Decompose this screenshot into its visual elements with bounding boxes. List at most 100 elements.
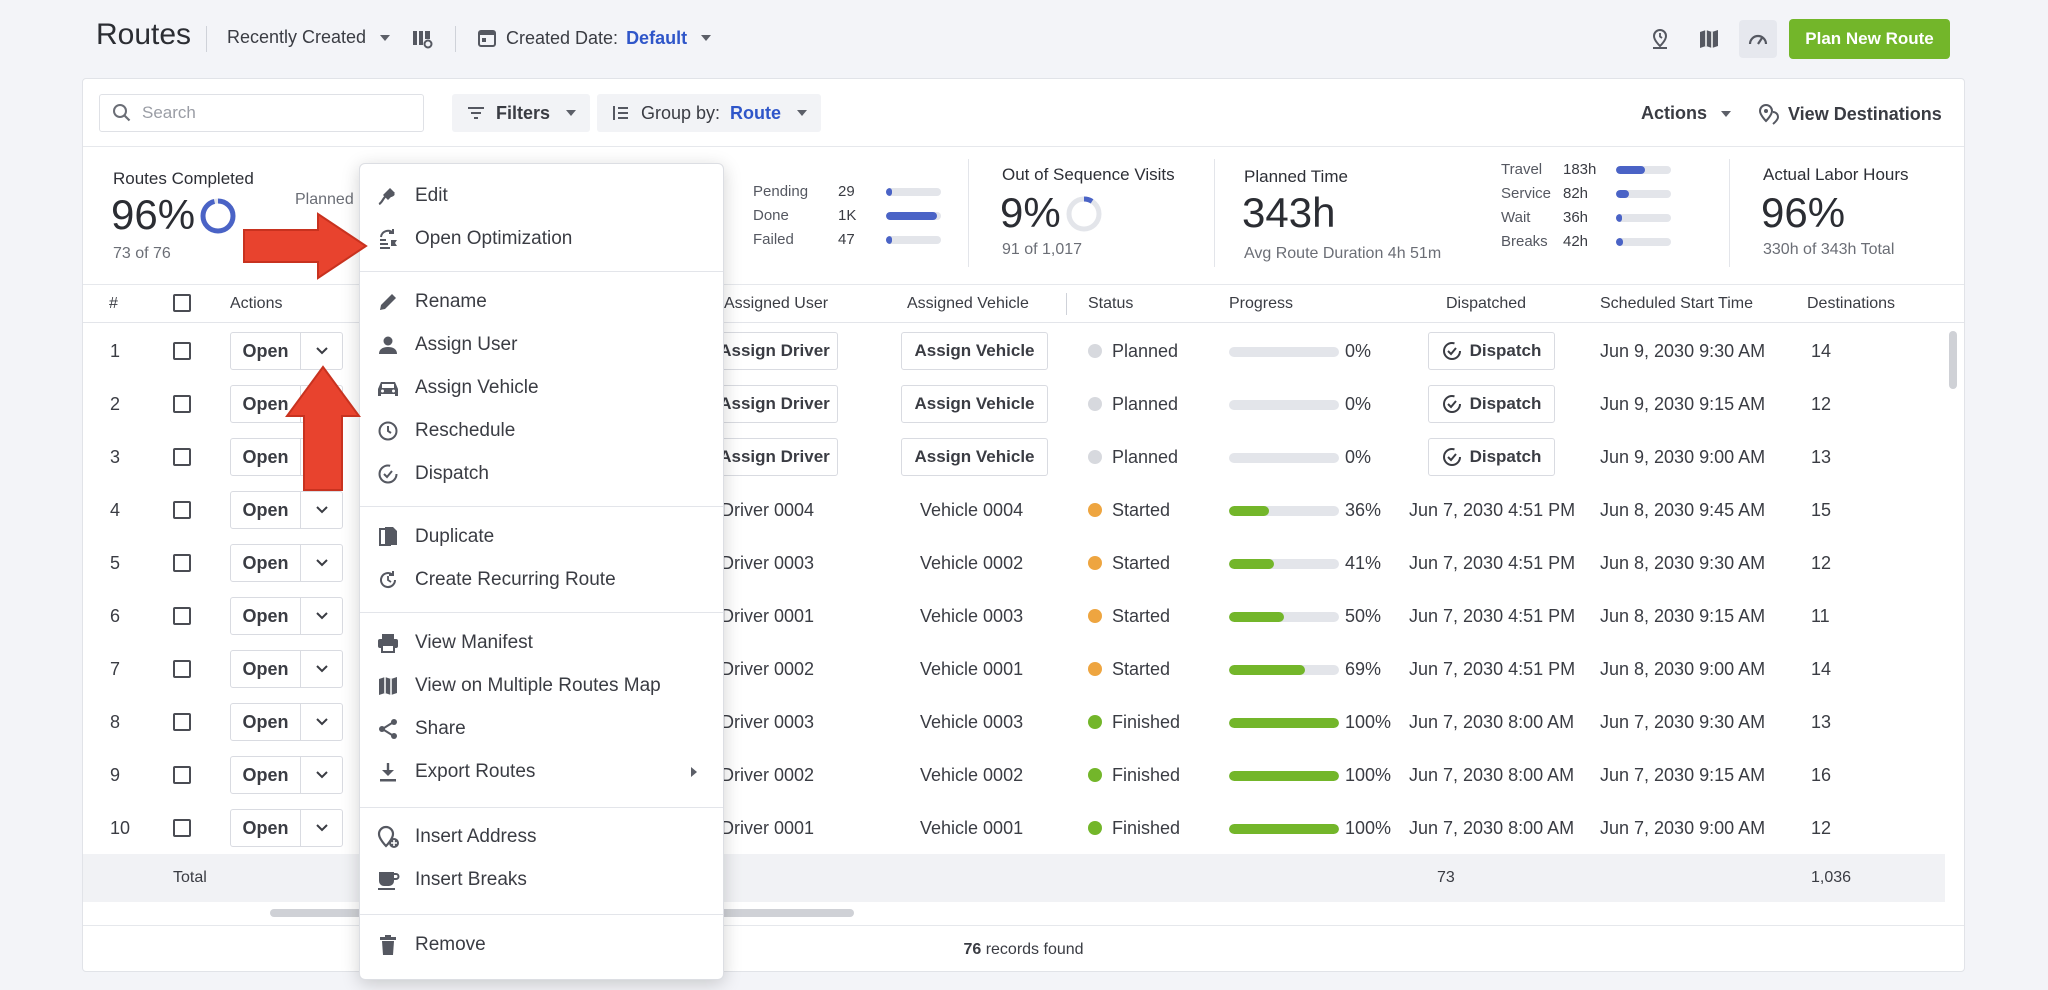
row-actions-dropdown[interactable] [301,651,342,687]
menu-item-assign-user[interactable]: Assign User [360,325,723,365]
col-assigned-vehicle[interactable]: Assigned Vehicle [907,295,1029,312]
speedometer-icon [1748,34,1768,45]
menu-item-share[interactable]: Share [360,709,723,749]
search-input[interactable] [142,103,412,123]
row-checkbox[interactable] [173,448,191,466]
table-row[interactable]: 5 Open Driver 0003 Vehicle 0002 Started … [83,536,1945,590]
progress-bar [1229,506,1339,516]
row-actions-dropdown[interactable] [301,492,342,528]
open-route-button[interactable]: Open [231,704,301,740]
row-actions-dropdown[interactable] [301,598,342,634]
col-progress[interactable]: Progress [1229,295,1294,312]
menu-item-create-recurring-route[interactable]: Create Recurring Route [360,560,723,600]
col-actions[interactable]: Actions [230,295,283,312]
map-icon [375,673,401,699]
assign-vehicle-button[interactable]: Assign Vehicle [901,332,1048,370]
col-dispatched[interactable]: Dispatched [1446,295,1527,312]
row-checkbox[interactable] [173,342,191,360]
select-all-checkbox[interactable] [173,294,191,312]
open-route-button[interactable]: Open [231,492,301,528]
menu-item-dispatch[interactable]: Dispatch [360,454,723,494]
menu-item-view-on-multiple-routes-map[interactable]: View on Multiple Routes Map [360,666,723,706]
column-settings-button[interactable] [403,20,441,58]
assign-vehicle-button[interactable]: Assign Vehicle [901,438,1048,476]
row-actions-dropdown[interactable] [301,545,342,581]
open-route-button[interactable]: Open [231,598,301,634]
menu-item-duplicate[interactable]: Duplicate [360,517,723,557]
dispatched-time: Jun 7, 2030 4:51 PM [1409,659,1576,679]
assign-driver-button[interactable]: Assign Driver [711,438,838,476]
row-actions-dropdown[interactable] [301,704,342,740]
table-row[interactable]: 3 Open Assign Driver Assign Vehicle Plan… [83,430,1945,484]
table-row[interactable]: 9 Open Driver 0002 Vehicle 0002 Finished… [83,748,1945,802]
vertical-scrollbar[interactable] [1949,331,1957,389]
status-stat-label: Pending [753,183,809,200]
col-assigned-user[interactable]: Assigned User [724,295,829,312]
dispatch-button[interactable]: Dispatch [1428,332,1555,370]
assign-driver-button[interactable]: Assign Driver [711,385,838,423]
row-checkbox[interactable] [173,554,191,572]
menu-item-remove[interactable]: Remove [360,925,723,965]
table-row[interactable]: 7 Open Driver 0002 Vehicle 0001 Started … [83,642,1945,696]
actions-dropdown[interactable]: Actions [1641,103,1732,124]
chevron-down-icon [315,559,328,567]
menu-item-view-manifest[interactable]: View Manifest [360,623,723,663]
menu-item-reschedule[interactable]: Reschedule [360,411,723,451]
view-destinations-button[interactable]: View Destinations [1758,103,1942,125]
col-destinations[interactable]: Destinations [1807,295,1896,312]
menu-item-edit[interactable]: Edit [360,176,723,216]
created-date-filter[interactable]: Created Date: Default [476,27,712,49]
dispatch-button[interactable]: Dispatch [1428,385,1555,423]
row-actions-dropdown[interactable] [301,333,342,369]
row-actions-dropdown[interactable] [301,810,342,846]
map-view-button[interactable] [1690,20,1728,58]
table-row[interactable]: 1 Open Assign Driver Assign Vehicle Plan… [83,324,1945,378]
column-resize-handle[interactable] [1066,293,1067,315]
open-route-button[interactable]: Open [231,810,301,846]
row-checkbox[interactable] [173,501,191,519]
assign-driver-button[interactable]: Assign Driver [711,332,838,370]
progress-label: 50% [1345,606,1382,626]
menu-item-insert-breaks[interactable]: Insert Breaks [360,860,723,900]
menu-item-insert-address[interactable]: Insert Address [360,817,723,857]
filters-button[interactable]: Filters [452,94,591,132]
sort-dropdown[interactable]: Recently Created [227,27,391,48]
open-route-button[interactable]: Open [231,651,301,687]
table-row[interactable]: 6 Open Driver 0001 Vehicle 0003 Started … [83,589,1945,643]
table-row[interactable]: 4 Open Driver 0004 Vehicle 0004 Started … [83,483,1945,537]
open-route-button[interactable]: Open [231,545,301,581]
row-checkbox[interactable] [173,713,191,731]
row-checkbox[interactable] [173,766,191,784]
plan-new-route-button[interactable]: Plan New Route [1789,19,1950,59]
table-row[interactable]: 8 Open Driver 0003 Vehicle 0003 Finished… [83,695,1945,749]
location-history-button[interactable] [1641,20,1679,58]
stats-summary: Routes Completed 96% 73 of 76 Planned Pe… [83,147,1964,285]
group-by-dropdown[interactable]: Group by: Route [597,94,822,132]
col-scheduled-start[interactable]: Scheduled Start Time [1600,295,1753,312]
row-checkbox[interactable] [173,607,191,625]
row-checkbox[interactable] [173,395,191,413]
table-row[interactable]: 10 Open Driver 0001 Vehicle 0001 Finishe… [83,801,1945,855]
chevron-down-icon [315,612,328,620]
col-status[interactable]: Status [1088,295,1134,312]
assign-vehicle-button[interactable]: Assign Vehicle [901,385,1048,423]
route-status: Planned [1088,394,1178,415]
menu-item-rename[interactable]: Rename [360,282,723,322]
status-dot [1088,609,1102,623]
open-route-button[interactable]: Open [231,333,301,369]
open-route-button[interactable]: Open [231,757,301,793]
menu-item-open-optimization[interactable]: Open Optimization [360,219,723,259]
dispatch-button[interactable]: Dispatch [1428,438,1555,476]
dashboard-view-button[interactable] [1739,20,1777,58]
calendar-icon [478,30,496,47]
time-stat-3: Breaks 42h [1501,233,1671,250]
caret-down-icon [566,110,577,116]
menu-item-label: Rename [415,291,487,312]
row-checkbox[interactable] [173,819,191,837]
menu-item-export-routes[interactable]: Export Routes [360,752,723,792]
open-route-button[interactable]: Open [231,439,301,475]
menu-item-assign-vehicle[interactable]: Assign Vehicle [360,368,723,408]
row-checkbox[interactable] [173,660,191,678]
row-actions-dropdown[interactable] [301,757,342,793]
table-row[interactable]: 2 Open Assign Driver Assign Vehicle Plan… [83,377,1945,431]
